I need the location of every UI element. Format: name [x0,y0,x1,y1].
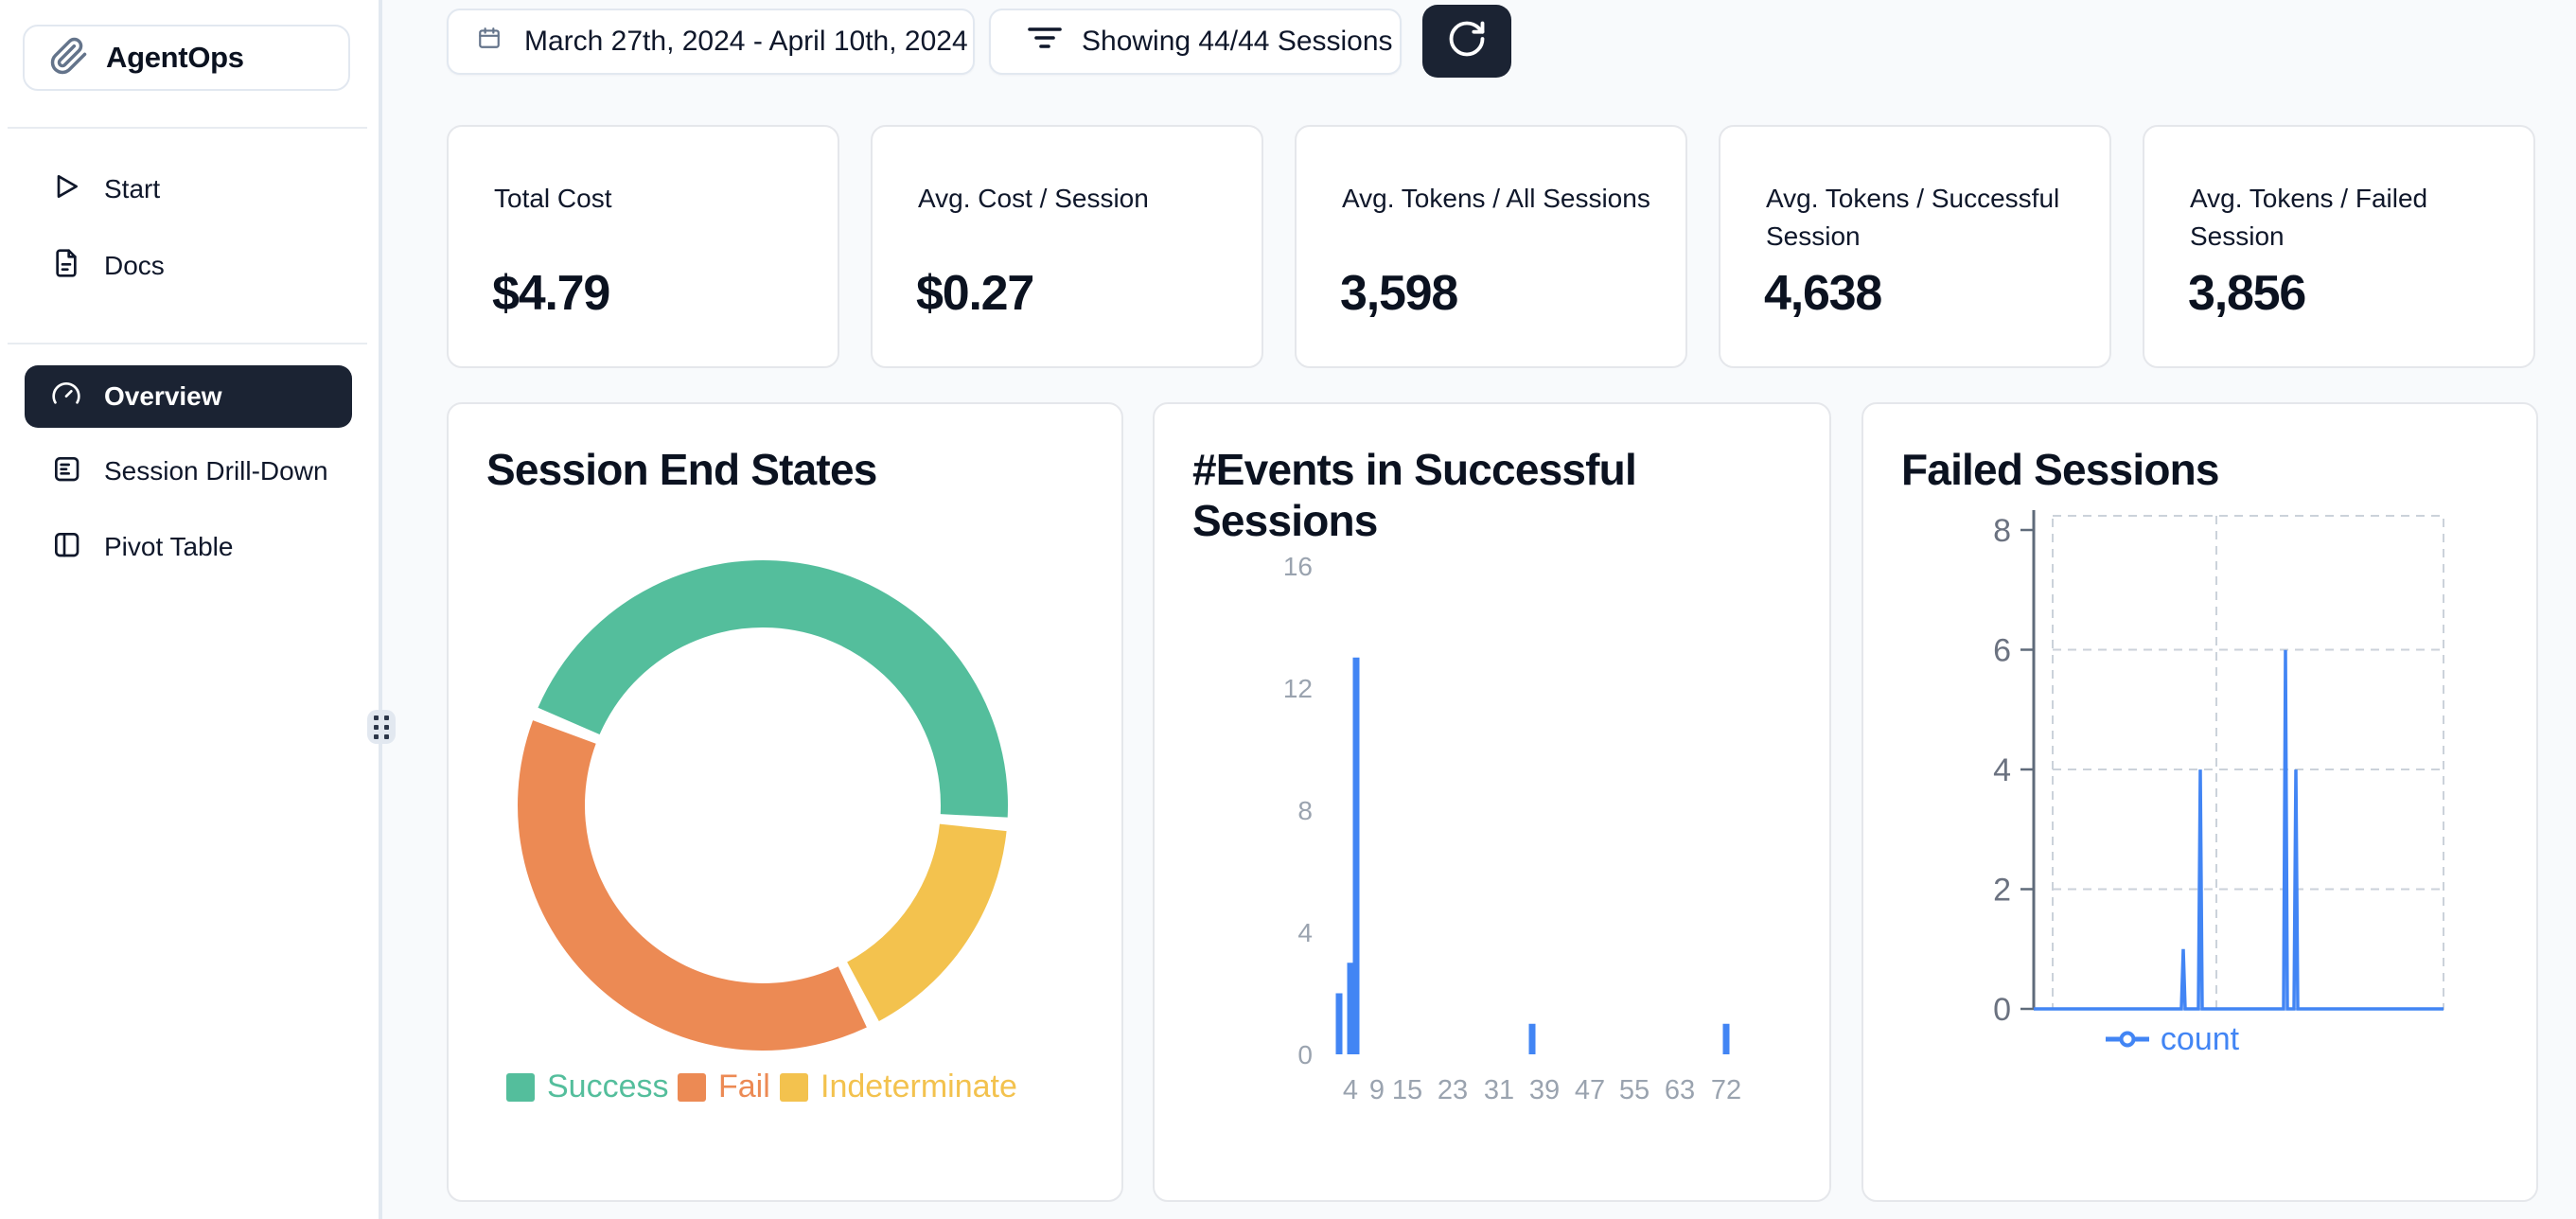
sidebar-item-label: Overview [104,381,222,411]
date-range-label: March 27th, 2024 - April 10th, 2024 [524,26,968,57]
gauge-icon [51,379,81,415]
sidebar-item-session-drilldown[interactable]: Session Drill-Down [25,445,352,498]
legend-swatch [780,1072,808,1102]
svg-text:23: 23 [1438,1075,1468,1105]
legend-label: count [2160,1021,2240,1057]
failed-sessions-card: Failed Sessions 0 2 4 6 8 count [1861,402,2538,1202]
svg-text:47: 47 [1575,1075,1605,1105]
events-in-successful-sessions-card: #Events in Successful Sessions 0 4 8 12 16 4 9… [1153,402,1831,1202]
sidebar-item-label: Docs [104,251,165,280]
legend-label: Fail [718,1069,770,1104]
sessions-filter-label: Showing 44/44 Sessions [1082,26,1393,57]
sidebar-item-label: Start [104,174,161,203]
session-end-states-card: Session End States Success Fail Indeterm… [447,402,1123,1202]
filter-lines-icon [1027,24,1063,60]
sidebar-item-overview[interactable]: Overview [25,365,352,428]
document-icon [51,248,81,285]
svg-text:55: 55 [1619,1075,1650,1105]
chart-title: Session End States [486,445,877,494]
sidebar-item-pivot-table[interactable]: Pivot Table [25,521,352,574]
svg-text:15: 15 [1392,1075,1422,1105]
list-box-icon [51,453,81,490]
legend-label: Indeterminate [820,1069,1017,1104]
failed-sessions-line-chart: 0 2 4 6 8 [1993,510,2444,1028]
svg-text:9: 9 [1369,1075,1385,1105]
legend-label: Success [547,1069,669,1104]
svg-text:16: 16 [1283,552,1313,581]
svg-text:63: 63 [1665,1075,1695,1105]
stat-value: 4,638 [1764,266,1882,321]
stat-card-avg-cost-session: Avg. Cost / Session $0.27 [871,125,1263,368]
svg-text:39: 39 [1529,1075,1560,1105]
sidebar-resize-handle[interactable] [367,710,396,744]
svg-text:8: 8 [1297,796,1313,825]
chart-title: #Events in Successful Sessions [1192,445,1637,545]
stat-value: $0.27 [916,266,1034,321]
panel-split-icon [51,529,81,566]
svg-text:2: 2 [1993,873,2011,909]
svg-text:4: 4 [1993,752,2011,788]
svg-text:4: 4 [1297,918,1313,947]
svg-text:12: 12 [1283,674,1313,703]
chart-title: Failed Sessions [1901,445,2220,494]
line-marker-icon [2105,1021,2149,1058]
calendar-icon [477,26,502,58]
svg-text:31: 31 [1484,1075,1514,1105]
stat-label: Avg. Cost / Session [918,184,1149,213]
stat-card-avg-tokens-failed: Avg. Tokens / Failed Session 3,856 [2143,125,2535,368]
legend-item-success[interactable]: Success [506,1069,669,1105]
sidebar-item-label: Pivot Table [104,532,234,561]
stat-label: Total Cost [494,184,612,213]
svg-text:4: 4 [1343,1075,1358,1105]
legend-swatch [678,1072,706,1102]
stat-label: Avg. Tokens / All Sessions [1342,184,1650,213]
svg-text:6: 6 [1993,633,2011,669]
stat-label: Avg. Tokens / Successful Session [1766,184,2060,251]
legend-item-fail[interactable]: Fail [678,1069,770,1105]
date-range-picker[interactable]: March 27th, 2024 - April 10th, 2024 [447,9,975,75]
sidebar-item-start[interactable]: Start [25,163,352,216]
sidebar-item-label: Session Drill-Down [104,456,328,486]
refresh-button[interactable] [1422,5,1511,78]
grip-dots-icon [374,715,389,739]
svg-text:8: 8 [1993,513,2011,549]
stat-card-avg-tokens-all: Avg. Tokens / All Sessions 3,598 [1295,125,1687,368]
stat-card-total-cost: Total Cost $4.79 [447,125,839,368]
stat-value: 3,856 [2188,266,2306,321]
stat-value: 3,598 [1340,266,1458,321]
sidebar: AgentOps Start Docs [0,0,382,1219]
legend-item-indeterminate[interactable]: Indeterminate [780,1069,1017,1105]
svg-text:0: 0 [1297,1040,1313,1069]
stat-label: Avg. Tokens / Failed Session [2190,184,2428,251]
stat-card-avg-tokens-successful: Avg. Tokens / Successful Session 4,638 [1719,125,2111,368]
legend-swatch [506,1072,535,1102]
svg-text:72: 72 [1711,1075,1741,1105]
app-title: AgentOps [106,41,244,74]
refresh-icon [1446,18,1488,64]
donut-chart [518,559,1008,1051]
sidebar-divider-bottom [8,343,367,344]
svg-text:0: 0 [1993,992,2011,1028]
stat-value: $4.79 [492,266,610,321]
sessions-filter-button[interactable]: Showing 44/44 Sessions [989,9,1402,75]
logo-button[interactable]: AgentOps [23,25,350,91]
sidebar-divider-top [8,127,367,129]
legend-item-count[interactable]: count [1977,1021,2368,1058]
sidebar-item-docs[interactable]: Docs [25,239,352,292]
play-icon [51,171,81,208]
paperclip-logo-icon [49,36,89,80]
